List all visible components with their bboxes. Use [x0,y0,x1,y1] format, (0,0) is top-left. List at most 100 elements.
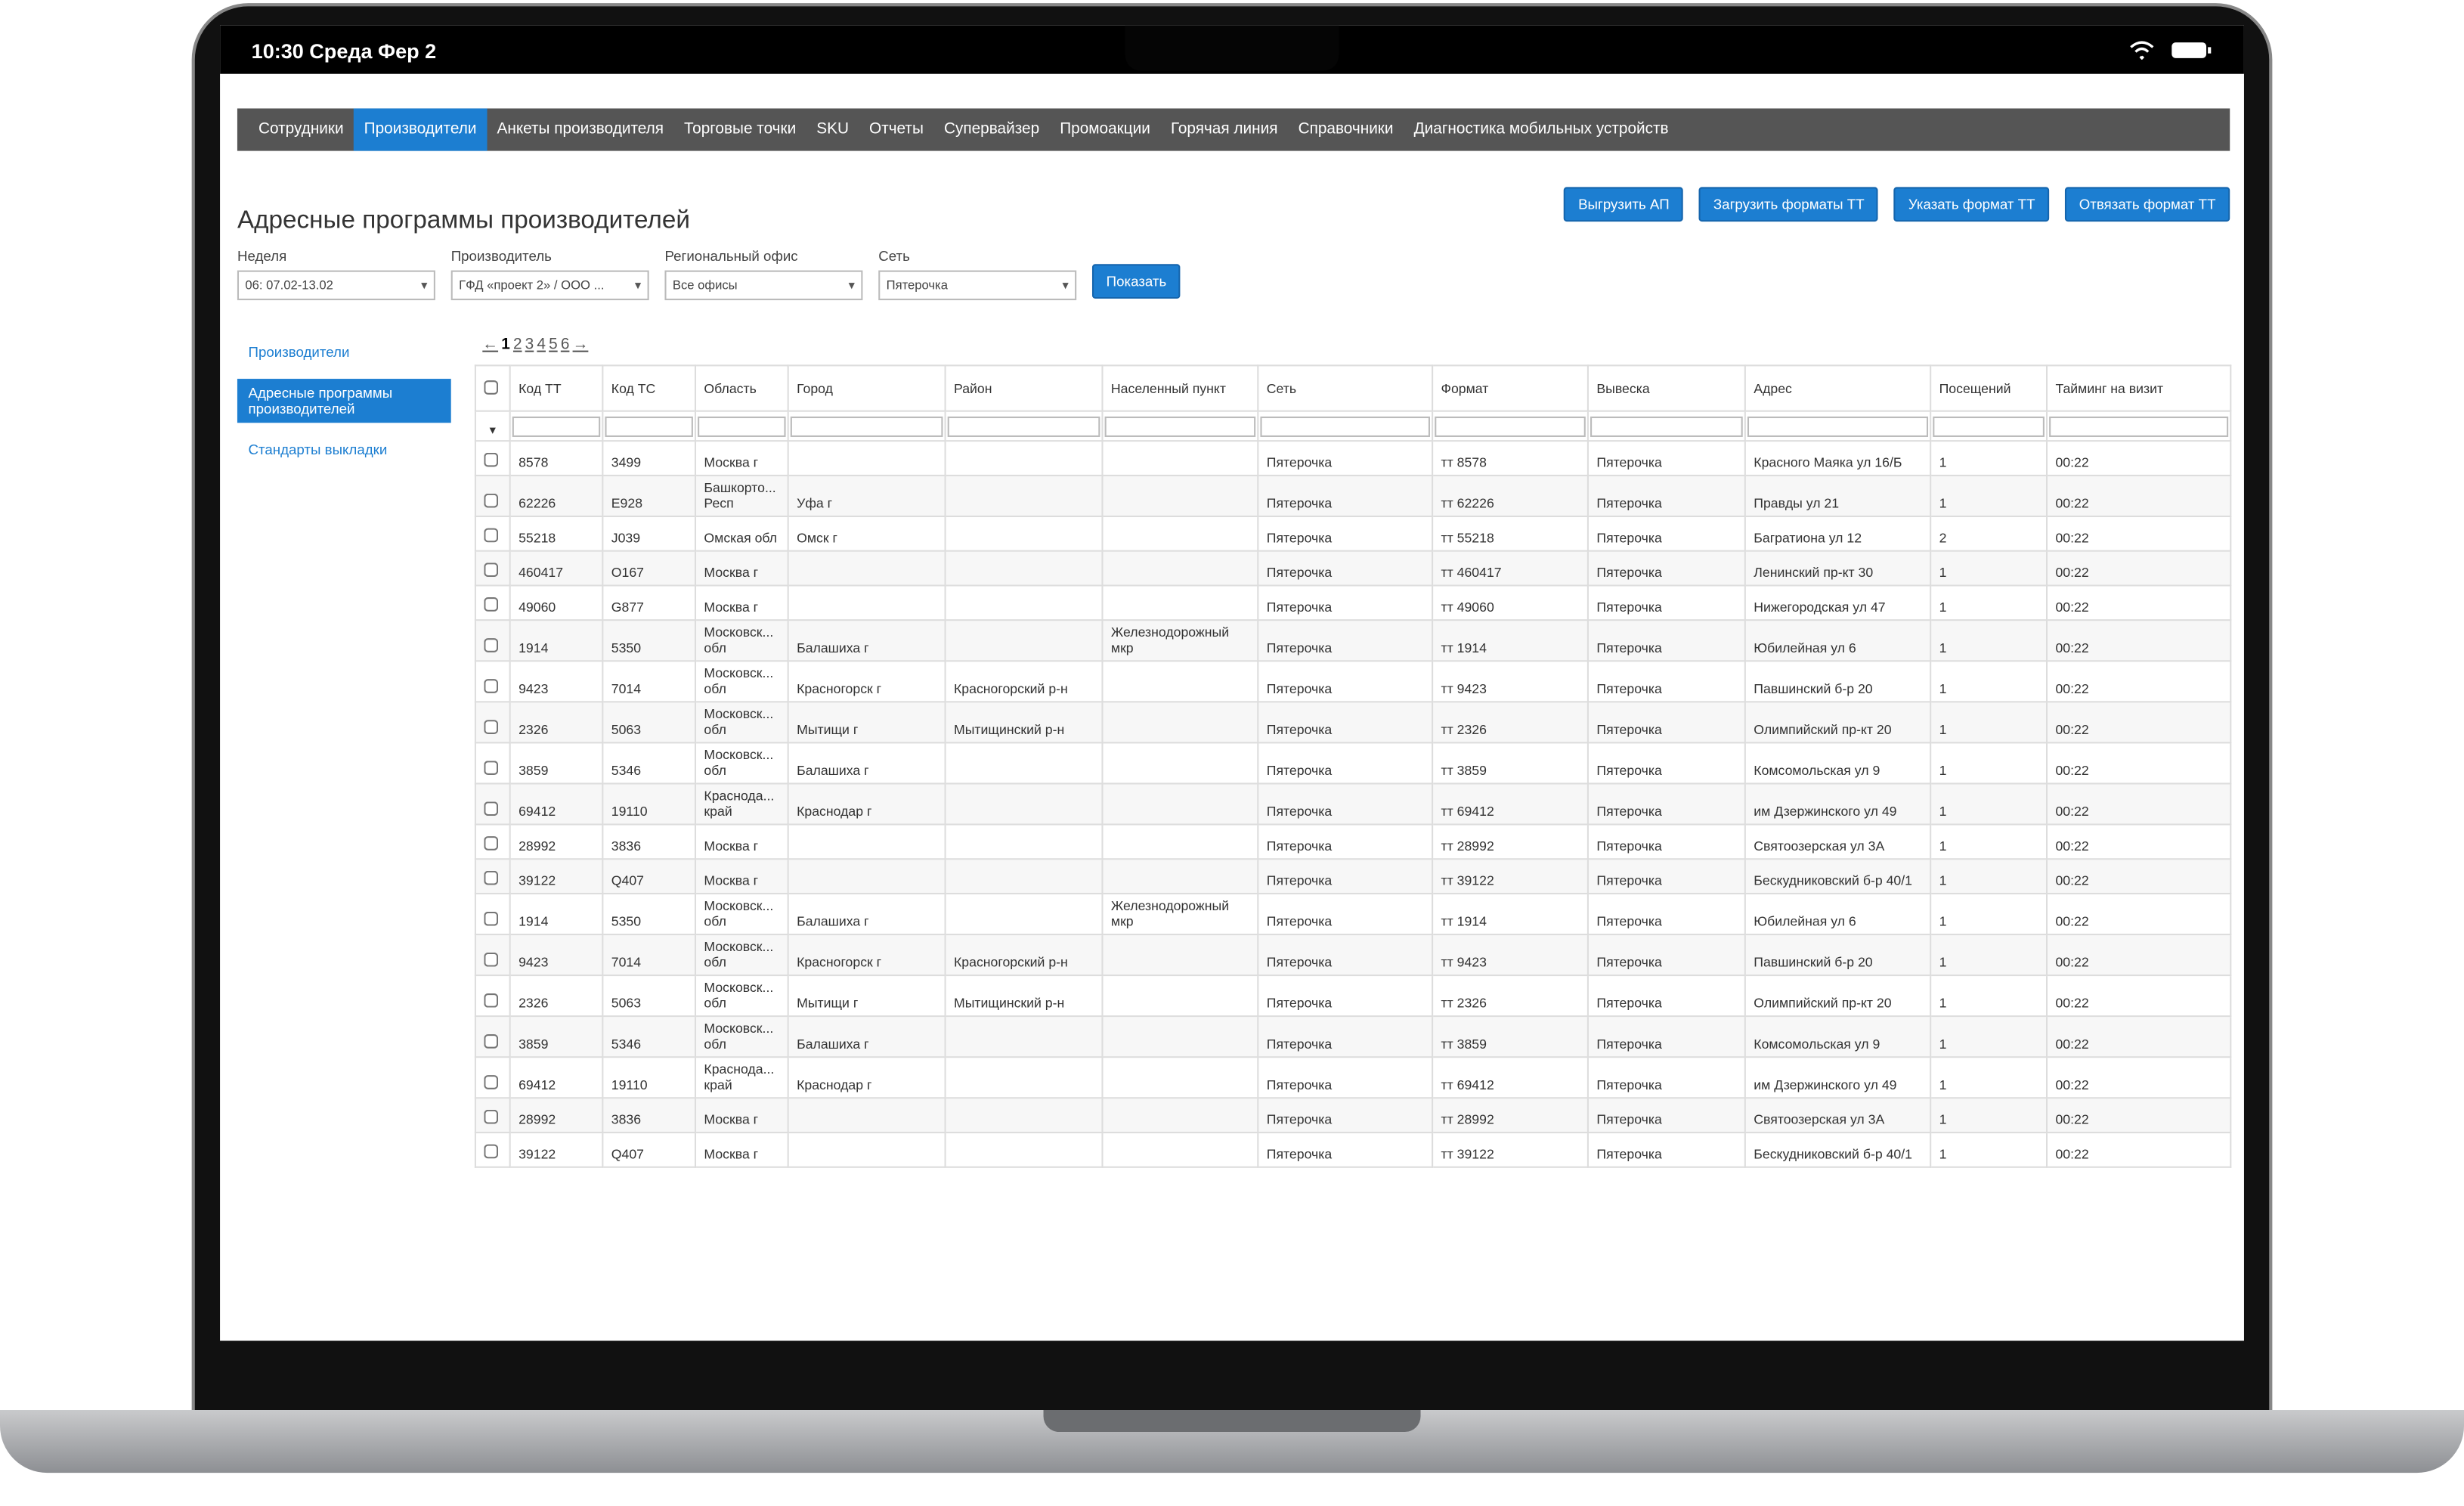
row-checkbox[interactable] [484,1109,499,1124]
nav-link[interactable]: Диагностика мобильных устройств [1413,121,1669,138]
nav-link[interactable]: Сотрудники [258,121,344,138]
row-checkbox[interactable] [484,1144,499,1159]
row-checkbox[interactable] [484,528,499,543]
row-checkbox[interactable] [484,679,499,693]
column-filter[interactable] [1435,416,1586,437]
page-link[interactable]: 4 [537,336,546,354]
filter-select[interactable]: ГФД «проект 2» / ООО ... [450,270,649,301]
sidebar-link[interactable]: Стандарты выкладки [248,442,388,458]
column-header[interactable]: Код ТС [602,364,697,412]
column-header[interactable]: Формат [1432,364,1589,412]
page-prev[interactable]: ← [482,336,499,354]
table-cell: 28992 [509,1097,604,1134]
nav-link[interactable]: Торговые точки [684,121,797,138]
column-filter[interactable] [1933,416,2045,437]
column-header[interactable]: Адрес [1744,364,1932,412]
sidebar-link[interactable]: Производители [248,344,350,361]
column-header[interactable]: Код ТТ [509,364,604,412]
filter-select[interactable]: Все офисы [664,270,863,301]
column-filter[interactable] [1590,416,1743,437]
column-filter[interactable] [1104,416,1256,437]
table-cell: тт 28992 [1432,1097,1589,1134]
column-filter[interactable] [605,416,693,437]
nav-link[interactable]: Производители [354,108,487,151]
table-cell: Q407 [602,1131,697,1168]
table-cell: Пятерочка [1257,515,1434,552]
row-checkbox[interactable] [484,801,499,817]
column-filter[interactable] [790,416,943,437]
column-filter[interactable] [2049,416,2229,437]
column-header[interactable]: Тайминг на визит [2045,364,2232,412]
page-next[interactable]: → [572,336,589,354]
action-button[interactable]: Отвязать формат ТТ [2065,187,2230,222]
row-checkbox[interactable] [484,1034,499,1049]
row-checkbox[interactable] [484,761,499,775]
column-header[interactable]: Район [944,364,1104,412]
row-checkbox[interactable] [484,870,499,885]
table-cell: 00:22 [2045,742,2232,785]
column-header[interactable]: Город [787,364,946,412]
nav-link[interactable]: Анкеты производителя [497,121,664,138]
column-header[interactable]: Вывеска [1586,364,1746,412]
table-cell [1101,701,1259,744]
action-button[interactable]: Загрузить форматы ТТ [1699,187,1879,222]
filter-select[interactable]: Пятерочка [878,270,1077,301]
action-button[interactable]: Указать формат ТТ [1894,187,2050,222]
show-button[interactable]: Показать [1091,264,1181,299]
table-cell: Пятерочка [1257,660,1434,703]
row-checkbox[interactable] [484,993,499,1008]
column-header[interactable]: Сеть [1257,364,1434,412]
table-cell: 49060 [509,584,604,621]
row-checkbox[interactable] [484,493,499,508]
table-cell [1101,858,1259,895]
nav-link[interactable]: Справочники [1298,121,1394,138]
nav-link[interactable]: Горячая линия [1170,121,1278,138]
column-filter[interactable] [512,416,601,437]
column-header[interactable]: Посещений [1930,364,2048,412]
table-cell: Пятерочка [1586,858,1746,895]
filter-select[interactable]: 06: 07.02-13.02 [237,270,435,301]
page-link[interactable]: 3 [525,336,534,354]
table-cell: Москва г [694,1097,789,1134]
filter-toggle[interactable]: ▾ [474,410,511,442]
table-cell [944,858,1104,895]
select-all[interactable] [484,380,499,394]
table-cell: 5350 [602,892,697,936]
row-select-cell [474,660,511,703]
nav-link[interactable]: Супервайзер [943,121,1040,138]
column-header[interactable]: Область [694,364,789,412]
row-checkbox[interactable] [484,1075,499,1089]
row-checkbox[interactable] [484,720,499,734]
row-checkbox[interactable] [484,911,499,926]
page-link[interactable]: 2 [512,336,522,354]
table-cell: 7014 [602,933,697,977]
column-header[interactable]: Населенный пункт [1101,364,1259,412]
camera-notch [1125,25,1339,71]
row-checkbox[interactable] [484,952,499,967]
page-link[interactable]: 1 [501,336,510,354]
column-filter[interactable] [1260,416,1430,437]
nav-link[interactable]: SKU [816,121,850,138]
nav-link[interactable]: Промоакции [1060,121,1150,138]
nav-bar: Сотрудники Производители Анкеты производит… [237,108,2230,151]
sidebar-link[interactable]: Адресные программы производителей [237,379,451,423]
row-checkbox[interactable] [484,452,499,467]
table-cell: Московск... обл [694,975,789,1018]
table-cell: 00:22 [2045,1056,2232,1099]
column-filter[interactable] [1747,416,1929,437]
page-link[interactable]: 6 [560,336,570,354]
column-filter[interactable] [698,416,786,437]
page-link[interactable]: 5 [549,336,558,354]
row-checkbox[interactable] [484,638,499,652]
table-cell: 00:22 [2045,933,2232,977]
nav-link[interactable]: Отчеты [869,121,924,138]
column-filter[interactable] [947,416,1100,437]
action-button[interactable]: Выгрузить АП [1564,187,1684,222]
row-checkbox[interactable] [484,836,499,851]
row-checkbox[interactable] [484,597,499,612]
table-cell: Уфа г [787,474,946,518]
table-cell: Мытищи г [787,975,946,1018]
row-checkbox[interactable] [484,562,499,578]
table-cell: 00:22 [2045,823,2232,860]
table-cell [1101,933,1259,977]
